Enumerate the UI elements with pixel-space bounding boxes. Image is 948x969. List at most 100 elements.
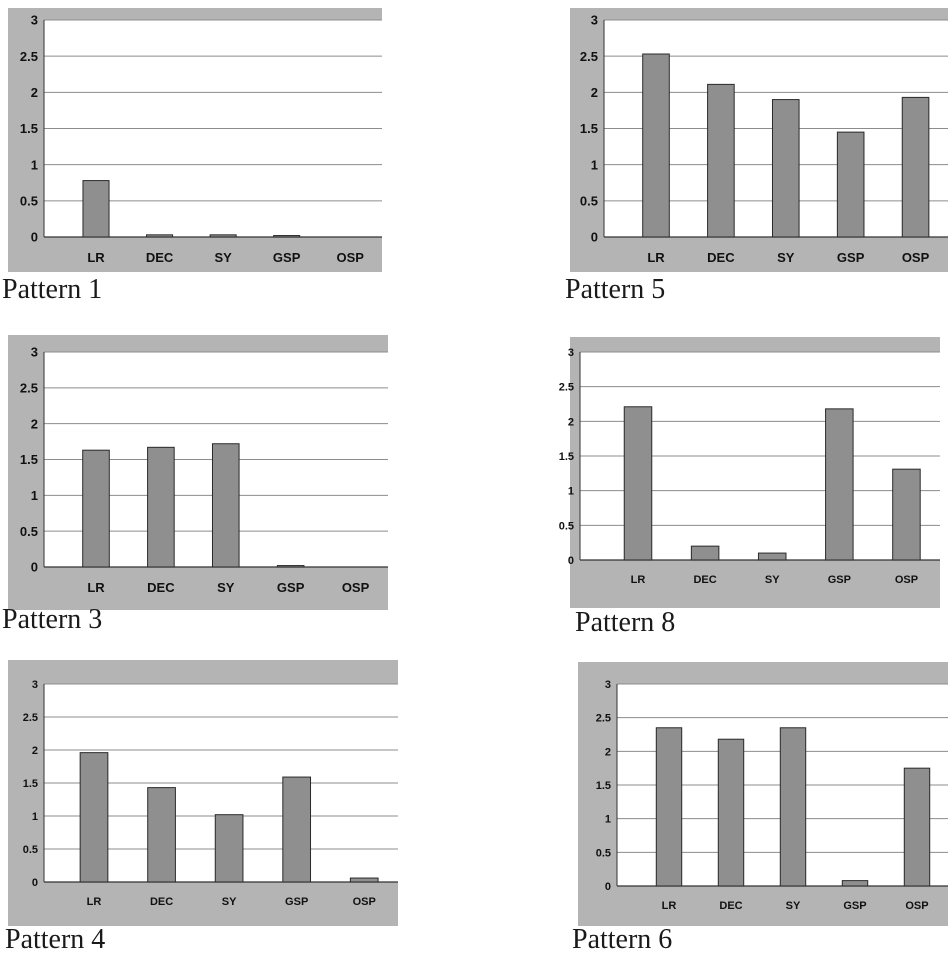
y-tick-label: 1 <box>568 486 574 498</box>
y-tick-label: 0 <box>31 560 38 575</box>
y-tick-label: 0.5 <box>580 194 598 209</box>
chart-panel: 0 0.5 1 1.5 2 2.5 3 LR DEC SY GSP OSP <box>559 337 940 608</box>
bar-dec <box>690 545 720 561</box>
bar-gsp <box>273 235 301 238</box>
bar-osp <box>903 767 931 887</box>
x-tick-label: OSP <box>353 896 376 908</box>
bar-chart: 0 0.5 1 1.5 2 2.5 3 LR DEC SY GSP OSP <box>559 337 940 608</box>
bar-osp <box>349 877 379 883</box>
bar-gsp <box>841 880 869 887</box>
bar-lr <box>655 727 683 887</box>
bar-gsp <box>825 408 854 561</box>
y-tick-label: 3 <box>605 679 611 691</box>
y-tick-label: 1 <box>31 157 38 172</box>
x-tick-label: LR <box>631 574 646 586</box>
x-tick-label: SY <box>214 250 232 265</box>
y-tick-label: 1.5 <box>580 121 598 136</box>
x-tick-label: OSP <box>336 250 364 265</box>
y-tick-label: 3 <box>32 679 38 691</box>
bar-lr <box>79 752 109 883</box>
y-tick-label: 2 <box>568 416 574 428</box>
x-tick-label: OSP <box>895 574 918 586</box>
y-tick-label: 0.5 <box>596 847 611 859</box>
y-tick-label: 2 <box>31 85 38 100</box>
bar-chart: 0 0.5 1 1.5 2 2.5 3 LR DEC SY GSP OSP <box>8 8 382 272</box>
x-tick-label: LR <box>87 580 105 595</box>
y-tick-label: 0 <box>31 230 38 245</box>
x-tick-label: DEC <box>719 900 742 912</box>
y-tick-label: 3 <box>31 13 38 28</box>
x-tick-label: DEC <box>146 250 174 265</box>
x-tick-label: OSP <box>902 250 930 265</box>
x-tick-label: GSP <box>273 250 301 265</box>
y-tick-label: 1 <box>32 811 38 823</box>
bar-chart: 0 0.5 1 1.5 2 2.5 3 LR DEC SY GSP OSP <box>8 335 388 610</box>
chart-caption: Pattern 4 <box>5 924 106 955</box>
y-tick-label: 1 <box>591 157 598 172</box>
x-tick-label: SY <box>765 574 780 586</box>
y-tick-label: 3 <box>568 347 574 359</box>
y-tick-label: 0 <box>591 230 598 245</box>
bar-chart: 0 0.5 1 1.5 2 2.5 3 LR DEC SY GSP OSP <box>570 8 948 272</box>
y-tick-label: 2 <box>32 745 38 757</box>
y-tick-label: 1.5 <box>20 121 38 136</box>
chart-panel: 0 0.5 1 1.5 2 2.5 3 LR DEC SY GSP OSP <box>8 8 382 272</box>
y-tick-label: 3 <box>591 13 598 28</box>
y-tick-label: 2 <box>31 416 38 431</box>
bar-chart: 0 0.5 1 1.5 2 2.5 3 LR DEC SY GSP OSP <box>8 660 398 926</box>
y-tick-label: 0.5 <box>23 844 38 856</box>
bar-gsp <box>276 565 305 568</box>
bar-chart: 0 0.5 1 1.5 2 2.5 3 LR DEC SY GSP OSP <box>578 662 948 926</box>
bar-lr <box>82 180 110 238</box>
x-tick-label: DEC <box>147 580 175 595</box>
x-tick-label: LR <box>87 250 105 265</box>
chart-panel: 0 0.5 1 1.5 2 2.5 3 LR DEC SY GSP OSP <box>8 335 388 610</box>
y-tick-label: 0 <box>568 555 574 567</box>
y-tick-label: 1 <box>31 488 38 503</box>
x-tick-label: OSP <box>342 580 370 595</box>
y-tick-label: 1.5 <box>596 780 611 792</box>
bar-dec <box>707 83 735 238</box>
x-tick-label: DEC <box>707 250 735 265</box>
chart-panel: 0 0.5 1 1.5 2 2.5 3 LR DEC SY GSP OSP <box>570 8 948 272</box>
bar-osp <box>892 468 921 561</box>
x-tick-label: SY <box>786 900 801 912</box>
chart-panel: 0 0.5 1 1.5 2 2.5 3 LR DEC SY GSP OSP <box>8 660 398 926</box>
y-tick-label: 0.5 <box>20 524 38 539</box>
chart-caption: Pattern 5 <box>565 274 666 305</box>
chart-panel: 0 0.5 1 1.5 2 2.5 3 LR DEC SY GSP OSP <box>578 662 948 926</box>
y-tick-label: 2.5 <box>23 712 38 724</box>
bar-osp <box>901 96 930 238</box>
bar-sy <box>757 552 787 561</box>
x-tick-label: GSP <box>277 580 305 595</box>
bar-sy <box>209 234 237 238</box>
y-tick-label: 2 <box>605 746 611 758</box>
x-tick-label: SY <box>777 250 795 265</box>
y-tick-label: 2.5 <box>559 382 574 394</box>
bar-sy <box>214 814 244 883</box>
bar-lr <box>82 449 110 568</box>
bar-gsp <box>282 776 312 883</box>
chart-caption: Pattern 6 <box>572 924 673 955</box>
bar-dec <box>147 787 176 883</box>
x-tick-label: GSP <box>285 896 308 908</box>
y-tick-label: 1.5 <box>23 778 38 790</box>
bar-dec <box>717 738 745 887</box>
bar-lr <box>642 53 670 238</box>
bar-sy <box>211 443 240 568</box>
y-tick-label: 0 <box>32 877 38 889</box>
y-tick-label: 2.5 <box>596 713 611 725</box>
bar-dec <box>147 446 175 568</box>
y-tick-label: 2.5 <box>580 49 598 64</box>
y-tick-label: 2 <box>591 85 598 100</box>
chart-caption: Pattern 3 <box>2 604 103 635</box>
x-tick-label: GSP <box>828 574 851 586</box>
bar-dec <box>146 234 174 238</box>
y-tick-label: 1.5 <box>20 452 38 467</box>
y-tick-label: 0 <box>605 881 611 893</box>
y-tick-label: 0.5 <box>559 520 574 532</box>
y-tick-label: 0.5 <box>20 194 38 209</box>
y-tick-label: 1 <box>605 814 611 826</box>
x-tick-label: LR <box>87 896 102 908</box>
bar-sy <box>779 727 807 887</box>
